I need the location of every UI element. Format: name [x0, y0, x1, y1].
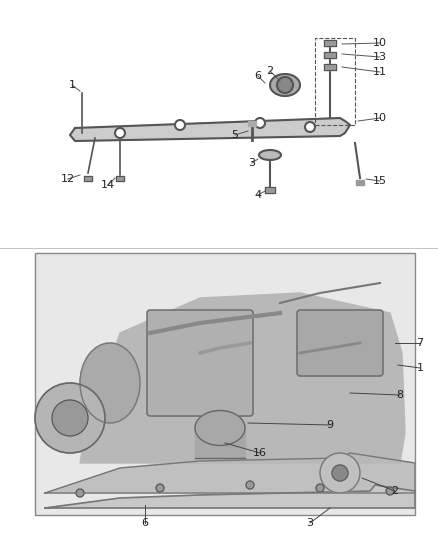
Text: 9: 9 — [326, 420, 334, 430]
Bar — [84, 176, 92, 181]
Text: 11: 11 — [373, 67, 387, 77]
Bar — [20, 13, 420, 253]
Bar — [356, 180, 364, 185]
Text: 1: 1 — [68, 80, 75, 90]
Ellipse shape — [80, 343, 140, 423]
Circle shape — [316, 484, 324, 492]
Bar — [248, 121, 256, 126]
Bar — [116, 176, 124, 181]
FancyBboxPatch shape — [147, 310, 253, 416]
FancyBboxPatch shape — [297, 310, 383, 376]
Bar — [324, 64, 336, 70]
Circle shape — [320, 453, 360, 493]
Text: 1: 1 — [417, 363, 424, 373]
Ellipse shape — [270, 74, 300, 96]
Circle shape — [175, 120, 185, 130]
Text: 6: 6 — [141, 518, 148, 528]
Text: 8: 8 — [396, 390, 403, 400]
Bar — [265, 187, 275, 193]
Text: 6: 6 — [254, 71, 261, 81]
Polygon shape — [45, 453, 415, 493]
Text: 13: 13 — [373, 52, 387, 62]
Circle shape — [332, 465, 348, 481]
Bar — [324, 52, 336, 58]
FancyBboxPatch shape — [35, 253, 415, 515]
Text: 2: 2 — [266, 66, 274, 76]
Text: 7: 7 — [417, 338, 424, 348]
Text: 15: 15 — [373, 176, 387, 186]
Text: 5: 5 — [232, 130, 239, 140]
Circle shape — [76, 489, 84, 497]
Circle shape — [386, 487, 394, 495]
Polygon shape — [70, 118, 350, 141]
Text: 2: 2 — [392, 486, 399, 496]
Circle shape — [52, 400, 88, 436]
Text: 12: 12 — [61, 174, 75, 184]
Circle shape — [277, 77, 293, 93]
Text: 3: 3 — [248, 158, 255, 168]
Circle shape — [115, 128, 125, 138]
Text: 10: 10 — [373, 113, 387, 123]
Text: 14: 14 — [101, 180, 115, 190]
Bar — [195, 426, 245, 458]
Polygon shape — [80, 293, 405, 463]
Text: 3: 3 — [307, 518, 314, 528]
Circle shape — [246, 481, 254, 489]
Circle shape — [305, 122, 315, 132]
Text: 4: 4 — [254, 190, 261, 200]
Circle shape — [156, 484, 164, 492]
Text: 10: 10 — [373, 38, 387, 48]
Ellipse shape — [195, 410, 245, 446]
Circle shape — [35, 383, 105, 453]
Bar — [324, 40, 336, 46]
Text: 16: 16 — [253, 448, 267, 458]
Circle shape — [255, 118, 265, 128]
Polygon shape — [45, 485, 415, 508]
Ellipse shape — [259, 150, 281, 160]
